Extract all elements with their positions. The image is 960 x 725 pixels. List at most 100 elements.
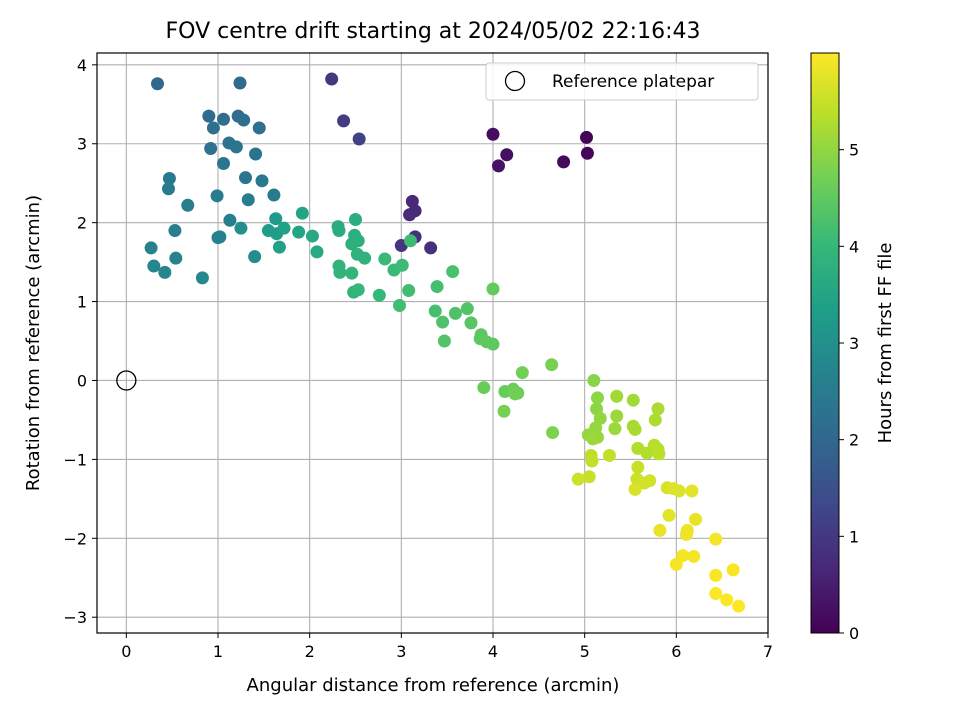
data-point xyxy=(571,472,585,486)
colorbar-tick-label: 4 xyxy=(849,237,859,256)
data-point xyxy=(591,391,604,405)
data-point xyxy=(486,127,500,141)
data-point xyxy=(460,302,474,316)
data-point xyxy=(162,182,175,196)
data-point xyxy=(217,156,230,170)
data-point xyxy=(403,208,417,222)
data-point xyxy=(349,213,362,227)
x-tick-label: 0 xyxy=(121,642,131,661)
data-point xyxy=(709,587,723,601)
data-point xyxy=(162,171,176,185)
data-point xyxy=(424,241,438,255)
data-point xyxy=(585,454,599,468)
data-point xyxy=(626,393,640,407)
data-point xyxy=(508,387,522,401)
data-point xyxy=(217,112,230,126)
colorbar-tick-label: 1 xyxy=(849,527,859,546)
data-point xyxy=(448,306,462,320)
y-tick-label: 3 xyxy=(77,135,87,154)
data-point xyxy=(582,470,596,484)
data-point xyxy=(610,389,624,403)
data-point xyxy=(492,159,505,173)
y-tick-label: 2 xyxy=(77,214,87,233)
legend: Reference platepar xyxy=(485,62,759,101)
data-point xyxy=(580,146,594,160)
data-point xyxy=(557,155,571,169)
data-point xyxy=(210,189,224,203)
data-point xyxy=(651,402,665,416)
x-tick-label: 2 xyxy=(305,642,315,661)
data-point xyxy=(672,484,686,498)
data-point xyxy=(685,484,699,498)
data-point xyxy=(229,140,243,154)
data-point xyxy=(158,265,172,279)
data-point xyxy=(204,141,218,155)
data-point xyxy=(223,213,237,227)
data-point xyxy=(378,252,392,266)
data-point xyxy=(237,113,251,127)
data-point xyxy=(486,282,500,296)
colorbar-tick-label: 0 xyxy=(849,624,859,643)
reference-marker-layer xyxy=(116,370,137,391)
data-point xyxy=(477,381,491,395)
y-tick-label: −2 xyxy=(63,529,87,548)
data-point xyxy=(272,240,286,254)
x-tick-label: 3 xyxy=(396,642,406,661)
data-point xyxy=(402,284,416,298)
data-point xyxy=(586,432,600,446)
data-point xyxy=(602,448,616,462)
legend-reference-marker xyxy=(504,70,526,92)
colorbar-tick-label: 2 xyxy=(849,431,859,450)
data-point xyxy=(437,334,451,348)
data-point xyxy=(608,422,622,436)
data-point xyxy=(255,174,269,188)
data-point xyxy=(546,426,560,440)
data-point xyxy=(345,266,359,280)
data-point xyxy=(372,288,386,302)
data-point xyxy=(358,251,372,265)
data-point xyxy=(679,527,693,541)
data-point xyxy=(206,121,220,135)
data-point xyxy=(436,315,450,329)
data-point xyxy=(430,280,444,294)
x-tick-label: 7 xyxy=(763,642,773,661)
data-point xyxy=(151,77,164,91)
data-point xyxy=(144,241,158,255)
data-point xyxy=(337,114,351,128)
data-point xyxy=(720,593,734,607)
data-point xyxy=(428,304,442,318)
data-point xyxy=(648,413,662,427)
data-point xyxy=(446,265,460,279)
reference-platepar-marker xyxy=(116,370,137,391)
y-tick-label: 4 xyxy=(77,56,87,75)
data-point xyxy=(500,148,514,162)
chart-title: FOV centre drift starting at 2024/05/02 … xyxy=(166,19,701,44)
data-point xyxy=(195,271,209,285)
y-axis-ticks: 4 3 2 1 0 −1 −2 −3 xyxy=(63,56,97,627)
data-point xyxy=(352,132,366,146)
data-point xyxy=(277,221,291,235)
data-point xyxy=(351,283,365,297)
colorbar xyxy=(810,52,840,634)
y-tick-label: 0 xyxy=(77,371,87,390)
colorbar-tick-label: 5 xyxy=(849,141,859,160)
data-point xyxy=(310,245,324,259)
data-point xyxy=(709,568,723,582)
data-point xyxy=(726,563,740,577)
data-point xyxy=(393,299,406,313)
data-point xyxy=(325,72,339,86)
x-axis-ticks: 0 1 2 3 4 5 6 7 xyxy=(121,633,773,661)
y-tick-label: −3 xyxy=(63,608,87,627)
data-point xyxy=(213,230,227,244)
data-point xyxy=(732,599,746,613)
data-point xyxy=(497,404,511,418)
data-point xyxy=(249,147,263,161)
data-point xyxy=(239,171,252,185)
x-tick-label: 5 xyxy=(580,642,590,661)
x-tick-label: 1 xyxy=(213,642,223,661)
data-point xyxy=(202,109,216,123)
data-point xyxy=(652,447,666,461)
data-point xyxy=(252,121,266,135)
